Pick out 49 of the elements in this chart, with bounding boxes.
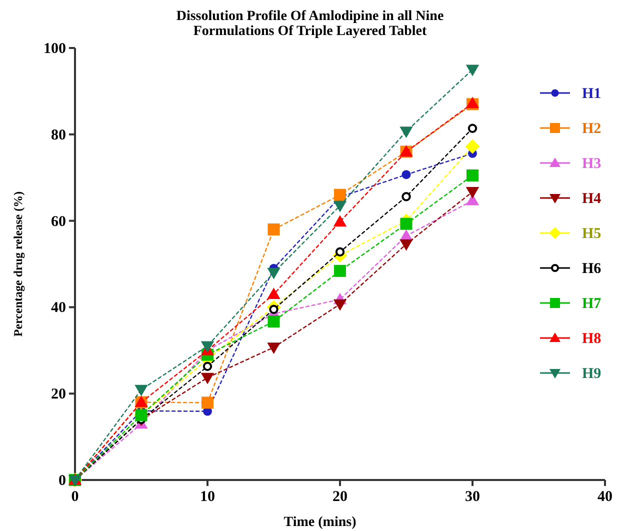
y-tick-label: 0 <box>58 473 66 489</box>
point <box>268 315 280 328</box>
legend-label: H1 <box>582 86 602 102</box>
point <box>268 223 280 236</box>
legend-label: H4 <box>582 191 602 207</box>
legend-label: H6 <box>582 261 602 277</box>
point <box>200 372 214 384</box>
point <box>333 200 347 212</box>
point <box>400 218 412 230</box>
point <box>202 396 214 409</box>
point <box>202 362 212 371</box>
point <box>400 126 413 138</box>
x-axis-title: Time (mins) <box>284 515 357 530</box>
legend-label: H8 <box>582 331 602 347</box>
point <box>134 384 148 396</box>
legend-label: H5 <box>582 226 602 242</box>
point <box>333 299 347 311</box>
point <box>333 215 347 226</box>
y-tick-label: 60 <box>51 214 66 230</box>
x-tick-label: 0 <box>71 489 79 505</box>
point <box>400 239 413 251</box>
point <box>267 288 280 300</box>
point <box>267 268 280 280</box>
y-tick-label: 80 <box>51 127 66 144</box>
x-tick-label: 10 <box>200 489 215 505</box>
x-tick-label: 40 <box>598 489 612 505</box>
point <box>334 264 346 277</box>
x-tick-label: 20 <box>332 489 348 505</box>
point <box>466 169 478 182</box>
point <box>468 124 478 133</box>
legend-label: H9 <box>582 366 602 382</box>
legend-label: H2 <box>582 121 602 137</box>
chart-title: Dissolution Profile Of Amlodipine in all Nine Formulations Of Triple Layered Tablet <box>176 9 444 39</box>
point <box>402 192 411 202</box>
legend-label: H3 <box>582 156 602 172</box>
point <box>402 170 411 180</box>
point <box>335 247 345 257</box>
point <box>465 139 480 154</box>
y-tick-label: 100 <box>44 41 66 57</box>
y-axis-title: Percentage drug release (%) <box>11 191 25 337</box>
point <box>466 187 480 198</box>
point <box>334 188 346 201</box>
legend-label: H7 <box>582 296 602 312</box>
x-tick-label: 30 <box>465 489 480 505</box>
point <box>466 64 480 76</box>
y-tick-label: 40 <box>51 300 66 316</box>
point <box>200 341 214 353</box>
y-tick-label: 20 <box>51 386 66 403</box>
point <box>267 342 280 354</box>
